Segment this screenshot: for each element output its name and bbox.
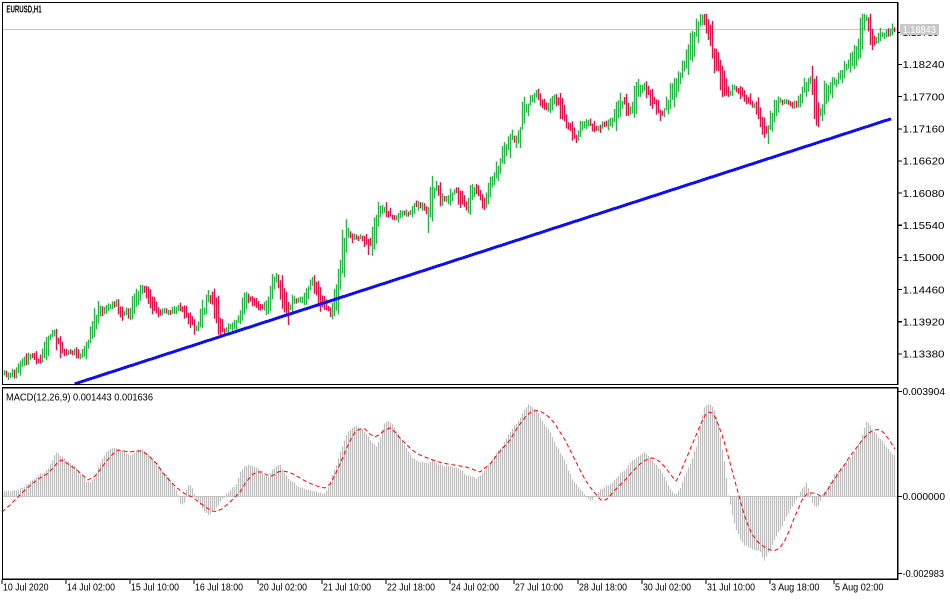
svg-text:1.15540: 1.15540 [903,220,945,232]
svg-text:1.13380: 1.13380 [903,349,945,361]
svg-text:1.15000: 1.15000 [903,252,945,264]
svg-text:EURUSD,H1: EURUSD,H1 [6,5,42,16]
svg-text:-0.002983: -0.002983 [903,568,945,580]
svg-text:14 Jul 02:00: 14 Jul 02:00 [67,583,115,594]
svg-text:1.18240: 1.18240 [903,59,945,71]
svg-text:16 Jul 18:00: 16 Jul 18:00 [195,583,243,594]
svg-text:1.14460: 1.14460 [903,284,945,296]
svg-text:1.18843: 1.18843 [903,25,936,36]
svg-text:24 Jul 02:00: 24 Jul 02:00 [451,583,499,594]
svg-text:1.17700: 1.17700 [903,91,945,103]
svg-text:MACD(12,26,9) 0.001443 0.00163: MACD(12,26,9) 0.001443 0.001636 [6,393,154,404]
svg-text:0.000000: 0.000000 [903,491,946,503]
svg-text:27 Jul 10:00: 27 Jul 10:00 [515,583,563,594]
svg-text:22 Jul 18:00: 22 Jul 18:00 [387,583,435,594]
svg-text:0.003904: 0.003904 [903,386,946,398]
svg-text:1.16620: 1.16620 [903,156,945,168]
svg-text:20 Jul 02:00: 20 Jul 02:00 [259,583,307,594]
svg-text:5 Aug 02:00: 5 Aug 02:00 [835,583,884,594]
svg-text:21 Jul 10:00: 21 Jul 10:00 [323,583,371,594]
svg-text:15 Jul 10:00: 15 Jul 10:00 [131,583,179,594]
svg-text:1.16080: 1.16080 [903,188,945,200]
svg-text:31 Jul 10:00: 31 Jul 10:00 [707,583,755,594]
svg-text:30 Jul 02:00: 30 Jul 02:00 [643,583,691,594]
svg-text:1.17160: 1.17160 [903,124,945,136]
svg-text:1.13920: 1.13920 [903,316,945,328]
svg-text:28 Jul 18:00: 28 Jul 18:00 [579,583,627,594]
svg-text:3 Aug 18:00: 3 Aug 18:00 [771,583,820,594]
svg-text:10 Jul 2020: 10 Jul 2020 [3,583,49,594]
